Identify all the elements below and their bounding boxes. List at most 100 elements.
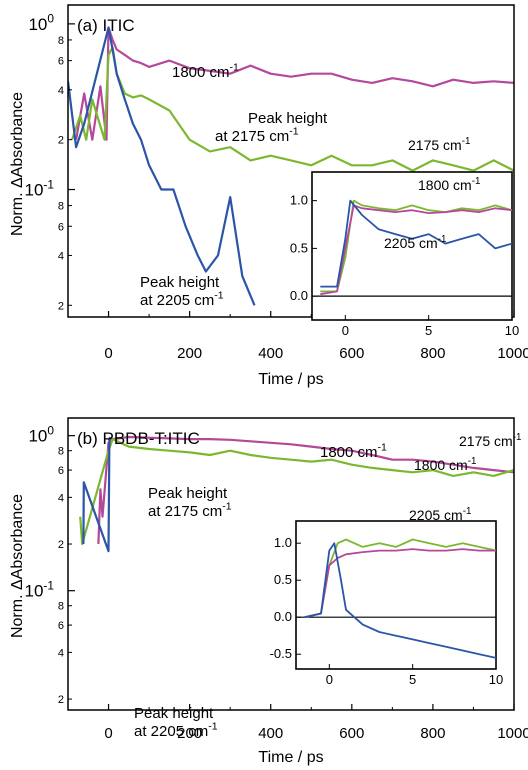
annotation-blue: at 2205 cm-1 <box>140 290 224 309</box>
y-minor-tick-label: 2 <box>58 539 64 551</box>
series-line-green <box>71 46 514 172</box>
inset-label-blue-sup: -1 <box>438 234 447 245</box>
annotation-blue: Peak height <box>140 274 220 291</box>
inset-label-magenta-sup: -1 <box>468 456 477 467</box>
inset-y-tick-label: 1.0 <box>290 193 308 208</box>
y-axis-label: Norm. ΔAbsorbance <box>9 494 26 638</box>
annotation-magenta-sup: -1 <box>230 62 239 74</box>
annotation-blue-sup: -1 <box>208 721 217 733</box>
y-major-tick-label-text: 10 <box>25 181 44 200</box>
annotation-magenta-text: 1800 cm <box>172 64 230 81</box>
x-tick-label: 200 <box>177 725 202 742</box>
panel-label: (a) ITIC <box>77 16 135 35</box>
annotation-green: at 2175 cm-1 <box>148 501 232 520</box>
inset-x-tick-label: 5 <box>409 672 416 687</box>
annotation-blue-text: at 2205 cm <box>140 292 214 309</box>
y-major-tick-label: 10-1 <box>25 177 55 199</box>
inset-x-tick-label: 0 <box>342 323 349 338</box>
x-tick-label: 600 <box>339 345 364 362</box>
inset-series-line-blue <box>320 199 512 288</box>
annotation-green-sup: -1 <box>222 501 231 513</box>
x-tick-label: 800 <box>420 345 445 362</box>
y-major-tick-label: 100 <box>28 12 54 34</box>
x-tick-label: 0 <box>104 345 112 362</box>
y-major-tick-label: 10-1 <box>25 579 55 601</box>
inset-label-green-sup: -1 <box>513 432 522 443</box>
inset-label-blue-sup: -1 <box>463 506 472 517</box>
inset-label-green-text: 2175 cm <box>459 433 513 449</box>
inset-series-group <box>304 538 496 659</box>
annotation-magenta-text: 1800 cm <box>320 444 378 461</box>
annotation-blue-text: Peak height <box>140 274 220 291</box>
y-minor-tick-label: 8 <box>58 601 64 613</box>
inset-label-magenta-text: 1800 cm <box>414 457 468 473</box>
inset-y-tick-label: 0.0 <box>290 288 308 303</box>
y-major-tick-label-text: 10 <box>28 15 47 34</box>
annotation-magenta: 1800 cm-1 <box>320 442 387 461</box>
y-minor-tick-label: 4 <box>58 492 64 504</box>
inset-x-tick-label: 10 <box>489 672 503 687</box>
x-tick-label: 400 <box>258 725 283 742</box>
series-line-blue <box>68 26 256 306</box>
x-axis-label: Time / ps <box>258 749 323 766</box>
inset-series-line-magenta <box>320 204 512 296</box>
annotation-blue-sup: -1 <box>214 290 223 302</box>
y-minor-tick-label: 8 <box>58 35 64 47</box>
inset-x-tick-label: 5 <box>425 323 432 338</box>
inset-label-magenta: 1800 cm-1 <box>414 456 476 473</box>
x-tick-label: 1000 <box>497 725 528 742</box>
x-tick-label: 0 <box>104 725 112 742</box>
inset-y-tick-label: 1.0 <box>274 535 292 550</box>
y-major-tick-label-text: 10 <box>28 427 47 446</box>
annotation-blue-text: Peak height <box>134 705 214 722</box>
inset-label-green: 2175 cm-1 <box>459 432 521 449</box>
plot-frame <box>67 417 515 711</box>
y-major-tick-label-sup: 0 <box>47 12 54 26</box>
inset-series-line-magenta <box>304 548 496 619</box>
y-major-tick-label-sup: -1 <box>43 177 54 191</box>
annotation-blue: at 2205 cm-1 <box>134 721 218 740</box>
inset-x-tick-label: 0 <box>326 672 333 687</box>
y-minor-tick-label: 4 <box>58 647 64 659</box>
annotation-green-text: Peak height <box>148 485 228 502</box>
y-minor-tick-label: 8 <box>58 201 64 213</box>
annotation-blue: Peak height <box>134 705 214 722</box>
annotation-blue-text: at 2205 cm <box>134 723 208 740</box>
x-tick-label: 800 <box>420 725 445 742</box>
y-minor-tick-label: 6 <box>58 620 64 632</box>
y-minor-tick-label: 6 <box>58 221 64 233</box>
y-minor-tick-label: 8 <box>58 446 64 458</box>
series-group <box>68 26 514 306</box>
inset-series-line-blue <box>304 542 496 659</box>
annotation-magenta: 1800 cm-1 <box>172 62 239 81</box>
annotation-green: Peak height <box>248 110 328 127</box>
inset-y-tick-label: 0.0 <box>274 609 292 624</box>
annotation-green: at 2175 cm-1 <box>215 126 299 145</box>
series-group <box>79 435 514 553</box>
series-line-magenta <box>75 26 514 141</box>
y-minor-tick-label: 6 <box>58 465 64 477</box>
annotation-magenta-sup: -1 <box>378 442 387 454</box>
x-tick-label: 600 <box>339 725 364 742</box>
annotation-green-sup: -1 <box>289 126 298 138</box>
inset-frame <box>295 520 497 670</box>
y-minor-tick-label: 2 <box>58 300 64 312</box>
annotation-green-text: at 2175 cm <box>148 503 222 520</box>
inset-y-tick-label: 0.5 <box>274 572 292 587</box>
y-major-tick-label-sup: -1 <box>43 579 54 593</box>
series-line-green <box>79 438 514 546</box>
y-major-tick-label-text: 10 <box>25 582 44 601</box>
inset-label-green-sup: -1 <box>462 136 471 147</box>
inset-label-magenta: 1800 cm-1 <box>418 176 480 193</box>
y-major-tick-label: 100 <box>28 424 54 446</box>
annotation-green-text: at 2175 cm <box>215 128 289 145</box>
inset-series-line-green <box>320 199 512 293</box>
inset-series-group <box>320 199 512 296</box>
y-minor-tick-label: 6 <box>58 56 64 68</box>
inset-label-blue: 2205 cm-1 <box>384 234 446 251</box>
annotation-green-text: Peak height <box>248 110 328 127</box>
x-axis-label: Time / ps <box>258 371 323 388</box>
